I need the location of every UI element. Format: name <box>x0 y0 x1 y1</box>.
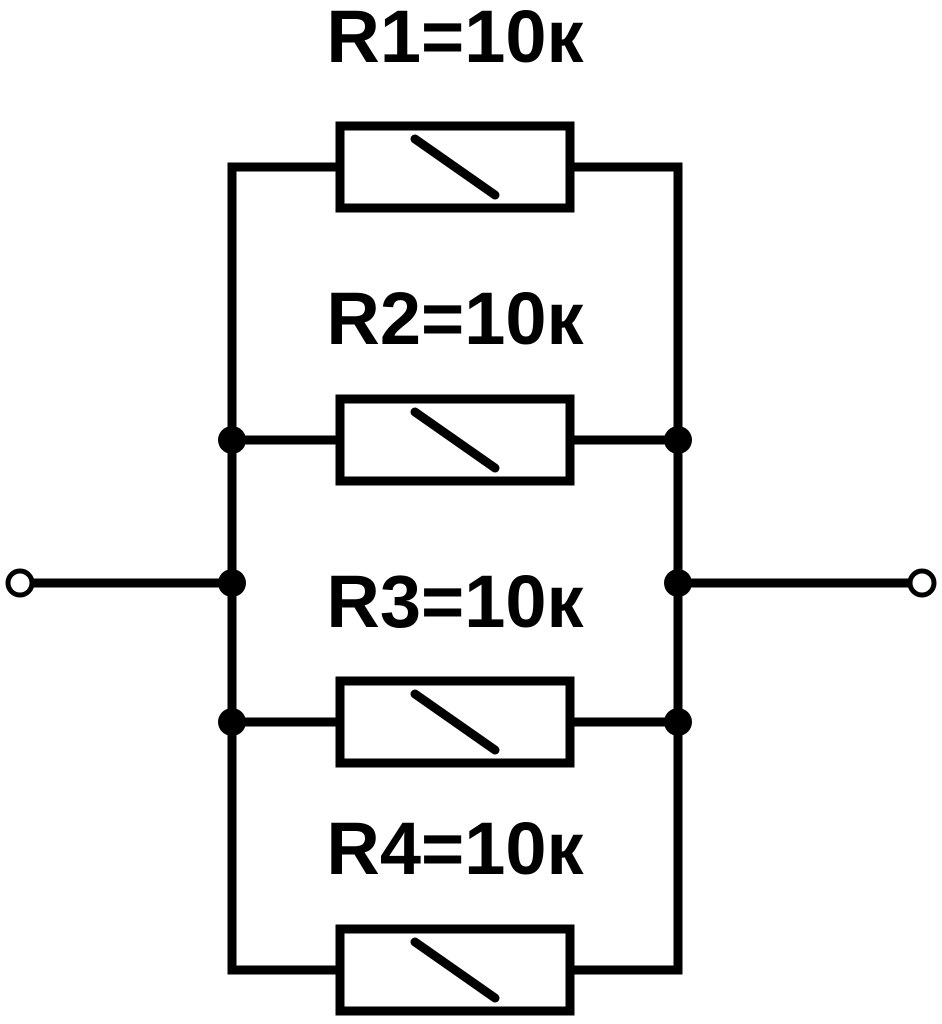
junction-node <box>218 569 246 597</box>
junction-node <box>664 708 692 736</box>
junction-node <box>218 708 246 736</box>
junction-node <box>664 426 692 454</box>
parallel-resistor-circuit: R1=10к R2=10к R3=10к R4=10к <box>0 0 942 1024</box>
resistor-label-r3: R3=10к <box>326 560 584 643</box>
junction-node <box>664 569 692 597</box>
terminal-right <box>910 571 934 595</box>
resistor-label-r2: R2=10к <box>326 277 584 360</box>
terminal-left <box>8 571 32 595</box>
junction-node <box>218 426 246 454</box>
resistor-label-r1: R1=10к <box>326 0 584 78</box>
resistor-label-r4: R4=10к <box>326 807 584 890</box>
